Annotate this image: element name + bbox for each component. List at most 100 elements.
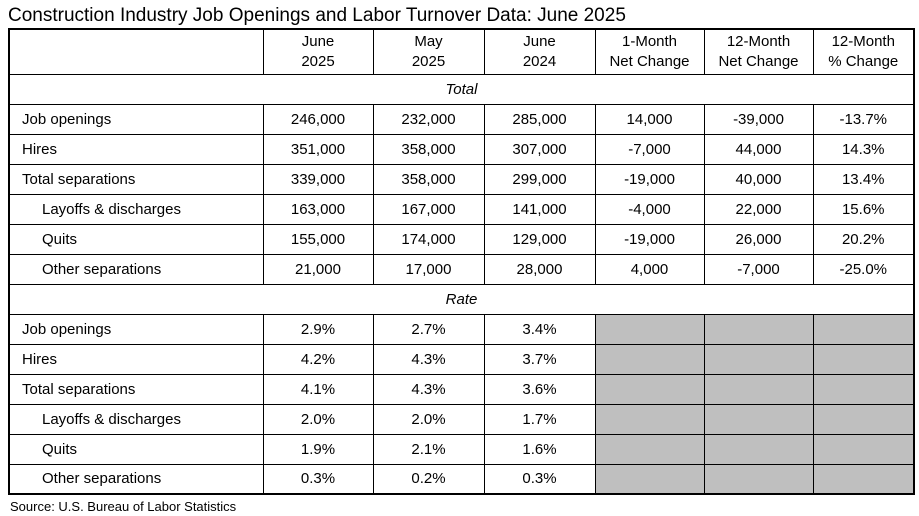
- data-cell: 4.3%: [372, 343, 485, 375]
- data-cell: 26,000: [703, 223, 814, 255]
- data-cell: -7,000: [594, 133, 705, 165]
- blank-cell: [703, 463, 814, 495]
- table-row: Quits 155,000 174,000 129,000 -19,000 26,000 2…: [8, 223, 915, 255]
- table-row: Quits 1.9% 2.1% 1.6%: [8, 433, 915, 465]
- data-cell: 163,000: [262, 193, 374, 225]
- data-cell: 174,000: [372, 223, 485, 255]
- blank-cell: [812, 463, 915, 495]
- data-cell: 1.7%: [483, 403, 596, 435]
- data-cell: 28,000: [483, 253, 596, 285]
- data-cell: 4.1%: [262, 373, 374, 405]
- data-cell: 0.3%: [262, 463, 374, 495]
- data-cell: 2.0%: [372, 403, 485, 435]
- column-header: 12-Month % Change: [812, 28, 915, 75]
- column-header: May 2025: [372, 28, 485, 75]
- blank-cell: [703, 403, 814, 435]
- blank-cell: [594, 463, 705, 495]
- blank-cell: [703, 433, 814, 465]
- row-label: Other separations: [8, 463, 264, 495]
- data-cell: 1.6%: [483, 433, 596, 465]
- table-row: Job openings 246,000 232,000 285,000 14,000-…: [8, 103, 915, 135]
- row-label: Other separations: [8, 253, 264, 285]
- data-cell: -4,000: [594, 193, 705, 225]
- table-row: Total separations 339,000 358,000 299,000 -1…: [8, 163, 915, 195]
- data-cell: 21,000: [262, 253, 374, 285]
- data-cell: 3.4%: [483, 313, 596, 345]
- blank-cell: [703, 373, 814, 405]
- column-header: 1-Month Net Change: [594, 28, 705, 75]
- table-row: Other separations 0.3% 0.2% 0.3%: [8, 463, 915, 495]
- data-cell: 285,000: [483, 103, 596, 135]
- data-cell: -39,000: [703, 103, 814, 135]
- row-label: Total separations: [8, 373, 264, 405]
- data-cell: 339,000: [262, 163, 374, 195]
- table-row: Layoffs & discharges 163,000 167,000 141,00…: [8, 193, 915, 225]
- data-cell: 14,000: [594, 103, 705, 135]
- data-cell: 141,000: [483, 193, 596, 225]
- data-cell: -19,000: [594, 163, 705, 195]
- data-cell: 4.2%: [262, 343, 374, 375]
- data-cell: 2.9%: [262, 313, 374, 345]
- data-cell: 17,000: [372, 253, 485, 285]
- table-row: Hires 351,000 358,000 307,000 -7,000 44,000 14…: [8, 133, 915, 165]
- row-label: Hires: [8, 133, 264, 165]
- table-header: June 2025 May 2025 June 2024 1-Month Net Ch…: [8, 28, 915, 75]
- data-cell: 22,000: [703, 193, 814, 225]
- data-cell: 0.2%: [372, 463, 485, 495]
- data-cell: 351,000: [262, 133, 374, 165]
- header-row: June 2025 May 2025 June 2024 1-Month Net Ch…: [8, 28, 915, 75]
- blank-cell: [594, 433, 705, 465]
- section-row: Total: [8, 73, 915, 105]
- blank-cell: [812, 373, 915, 405]
- row-label-column-header: [8, 28, 264, 75]
- table-row: Job openings 2.9% 2.7% 3.4%: [8, 313, 915, 345]
- source-note: Source: U.S. Bureau of Labor Statistics: [10, 499, 237, 514]
- blank-cell: [703, 343, 814, 375]
- data-cell: 307,000: [483, 133, 596, 165]
- data-cell: 3.6%: [483, 373, 596, 405]
- data-cell: 358,000: [372, 133, 485, 165]
- blank-cell: [812, 313, 915, 345]
- row-label: Layoffs & discharges: [8, 193, 264, 225]
- table-row: Hires 4.2% 4.3% 3.7%: [8, 343, 915, 375]
- blank-cell: [812, 433, 915, 465]
- data-cell: 3.7%: [483, 343, 596, 375]
- table-row: Other separations 21,000 17,000 28,000 4,000…: [8, 253, 915, 285]
- blank-cell: [594, 403, 705, 435]
- data-cell: -13.7%: [812, 103, 915, 135]
- page-title: Construction Industry Job Openings and L…: [8, 5, 626, 26]
- blank-cell: [594, 373, 705, 405]
- data-cell: 44,000: [703, 133, 814, 165]
- section-header-rate: Rate: [8, 283, 915, 315]
- blank-cell: [703, 313, 814, 345]
- table-row: Total separations 4.1% 4.3% 3.6%: [8, 373, 915, 405]
- data-cell: 129,000: [483, 223, 596, 255]
- row-label: Quits: [8, 223, 264, 255]
- row-label: Total separations: [8, 163, 264, 195]
- blank-cell: [812, 343, 915, 375]
- blank-cell: [594, 313, 705, 345]
- row-label: Layoffs & discharges: [8, 403, 264, 435]
- section-header-total: Total: [8, 73, 915, 105]
- data-cell: 2.0%: [262, 403, 374, 435]
- column-header: June 2024: [483, 28, 596, 75]
- data-cell: -7,000: [703, 253, 814, 285]
- section-row: Rate: [8, 283, 915, 315]
- table-row: Layoffs & discharges 2.0% 2.0% 1.7%: [8, 403, 915, 435]
- blank-cell: [812, 403, 915, 435]
- data-cell: 299,000: [483, 163, 596, 195]
- data-cell: 0.3%: [483, 463, 596, 495]
- blank-cell: [594, 343, 705, 375]
- row-label: Hires: [8, 343, 264, 375]
- data-cell: 246,000: [262, 103, 374, 135]
- data-cell: 14.3%: [812, 133, 915, 165]
- data-cell: 4.3%: [372, 373, 485, 405]
- data-cell: 15.6%: [812, 193, 915, 225]
- data-cell: 232,000: [372, 103, 485, 135]
- table-body: Total Job openings 246,000 232,000 285,000 14…: [8, 73, 915, 495]
- row-label: Job openings: [8, 103, 264, 135]
- jolts-table: June 2025 May 2025 June 2024 1-Month Net Ch…: [8, 28, 915, 495]
- data-cell: -25.0%: [812, 253, 915, 285]
- data-cell: 40,000: [703, 163, 814, 195]
